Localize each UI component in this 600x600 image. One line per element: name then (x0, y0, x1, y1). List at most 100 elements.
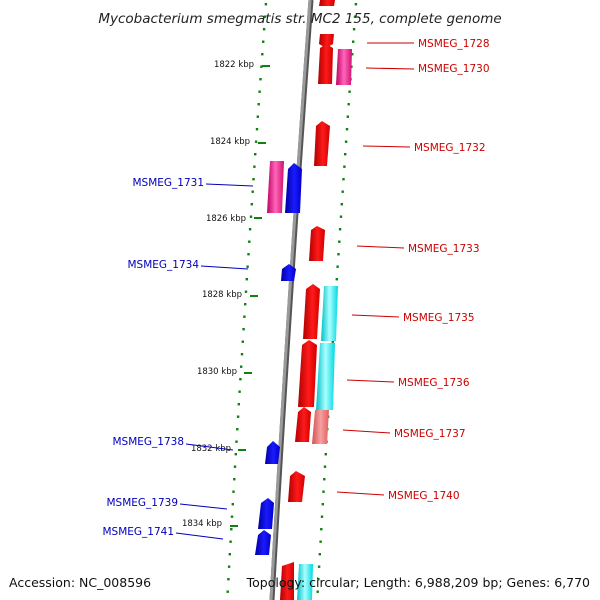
gene-arrow-msmeg-1731a[interactable] (267, 161, 284, 213)
guide-dot (339, 215, 343, 218)
gene-arrow-msmeg-1735a[interactable] (303, 284, 320, 339)
guide-dot (319, 540, 322, 543)
guide-dot (340, 203, 343, 206)
gene-arrow-msmeg-1727[interactable] (319, 0, 335, 6)
guide-dot (233, 478, 236, 481)
guide-dot (229, 540, 232, 543)
guide-dot (344, 140, 348, 143)
guide-dot (238, 390, 241, 393)
gene-arrow-msmeg-1731b[interactable] (285, 163, 302, 213)
guide-dot (248, 228, 252, 231)
guide-dot (245, 278, 248, 281)
gene-label-msmeg-1732[interactable]: MSMEG_1732 (414, 142, 486, 154)
gene-arrow-bottom-1[interactable] (280, 562, 294, 600)
guide-dot (264, 3, 268, 6)
gene-arrow-msmeg-1735b[interactable] (321, 286, 338, 341)
guide-dot (261, 53, 264, 56)
guide-dot (233, 465, 237, 468)
gene-arrow-msmeg-1739[interactable] (258, 498, 274, 529)
guide-dot (256, 115, 259, 118)
gene-label-msmeg-1730[interactable]: MSMEG_1730 (418, 63, 490, 75)
guide-dot (322, 490, 325, 493)
guide-dot (341, 190, 344, 193)
guide-dot (234, 453, 237, 456)
guide-dot (247, 253, 250, 256)
guide-dot (227, 578, 230, 581)
guide-dot (262, 28, 266, 31)
guide-dot (230, 528, 233, 531)
gene-label-msmeg-1741[interactable]: MSMEG_1741 (102, 526, 174, 538)
gene-label-msmeg-1737[interactable]: MSMEG_1737 (394, 428, 466, 440)
guide-dot (246, 265, 249, 268)
gene-arrow-msmeg-1728[interactable] (319, 34, 334, 48)
forward-gene-labels: MSMEG_1728 MSMEG_1730 MSMEG_1732 MSMEG_1… (336, 38, 490, 502)
gene-arrow-bottom-2[interactable] (297, 564, 313, 600)
guide-dot (337, 253, 340, 256)
gene-arrow-msmeg-1738[interactable] (265, 441, 280, 464)
gene-label-msmeg-1733[interactable]: MSMEG_1733 (408, 243, 480, 255)
leader-line (205, 183, 254, 187)
guide-dot (236, 415, 240, 418)
gene-label-msmeg-1739[interactable]: MSMEG_1739 (106, 497, 178, 509)
leader-line (351, 314, 400, 318)
gene-arrow-msmeg-1736b[interactable] (316, 343, 335, 410)
tick-label: 1834 kbp (182, 519, 222, 529)
guide-dot (226, 590, 229, 593)
guide-dot (317, 565, 321, 568)
gene-label-msmeg-1738[interactable]: MSMEG_1738 (112, 436, 184, 448)
tick-label: 1824 kbp (210, 137, 250, 147)
guide-dot (353, 15, 357, 18)
guide-dot (345, 128, 349, 131)
guide-dot (244, 303, 247, 306)
reverse-strand-features (255, 161, 302, 555)
forward-strand-features (280, 0, 352, 600)
gene-arrow-msmeg-1730[interactable] (336, 49, 352, 85)
guide-dot (240, 365, 243, 368)
tick-label: 1830 kbp (197, 367, 237, 377)
guide-dot (239, 378, 242, 381)
gene-arrow-msmeg-1736a[interactable] (298, 340, 317, 407)
genome-backbone (269, 0, 314, 600)
guide-dot (240, 353, 244, 356)
guide-dot (263, 15, 267, 18)
leader-line (365, 67, 415, 70)
guide-dot (232, 490, 235, 493)
gene-label-msmeg-1728[interactable]: MSMEG_1728 (418, 38, 490, 50)
guide-dot (236, 428, 239, 431)
gene-label-msmeg-1735[interactable]: MSMEG_1735 (403, 312, 475, 324)
gene-arrow-msmeg-1737b[interactable] (312, 410, 329, 444)
reverse-gene-labels: MSMEG_1731 MSMEG_1734 MSMEG_1738 MSMEG_1… (102, 177, 254, 540)
guide-dot (347, 103, 350, 106)
gene-label-msmeg-1734[interactable]: MSMEG_1734 (127, 259, 199, 271)
gene-label-msmeg-1740[interactable]: MSMEG_1740 (388, 490, 460, 502)
guide-dot (254, 153, 257, 156)
guide-dot (248, 240, 251, 243)
gene-arrow-msmeg-1734[interactable] (281, 264, 296, 281)
guide-dot (321, 503, 324, 506)
guide-dot (323, 465, 327, 468)
leader-line (185, 443, 234, 451)
genome-summary-text: Topology: circular; Length: 6,988,209 bp… (246, 575, 590, 590)
map-title: Mycobacterium smegmatis str. MC2 155, co… (98, 11, 501, 27)
guide-dot (252, 178, 255, 181)
guide-dot (250, 203, 253, 206)
guide-dot (259, 78, 262, 81)
guide-dot (352, 28, 356, 31)
gene-label-msmeg-1736[interactable]: MSMEG_1736 (398, 377, 470, 389)
gene-arrow-msmeg-1729[interactable] (318, 44, 333, 84)
guide-dot (317, 578, 320, 581)
gene-arrow-msmeg-1737a[interactable] (295, 407, 311, 442)
gene-arrow-msmeg-1741[interactable] (255, 530, 271, 555)
guide-dot (316, 590, 319, 593)
gene-arrow-msmeg-1733[interactable] (309, 226, 325, 261)
guide-dot (351, 53, 354, 56)
guide-dot (331, 340, 334, 343)
gene-arrow-msmeg-1740[interactable] (288, 471, 305, 502)
gene-label-msmeg-1731[interactable]: MSMEG_1731 (132, 177, 204, 189)
guide-dot (323, 478, 326, 481)
guide-dot (243, 315, 246, 318)
guide-dot (344, 153, 347, 156)
leader-line (362, 145, 411, 148)
guide-dot (342, 178, 345, 181)
gene-arrow-msmeg-1732[interactable] (314, 121, 330, 166)
